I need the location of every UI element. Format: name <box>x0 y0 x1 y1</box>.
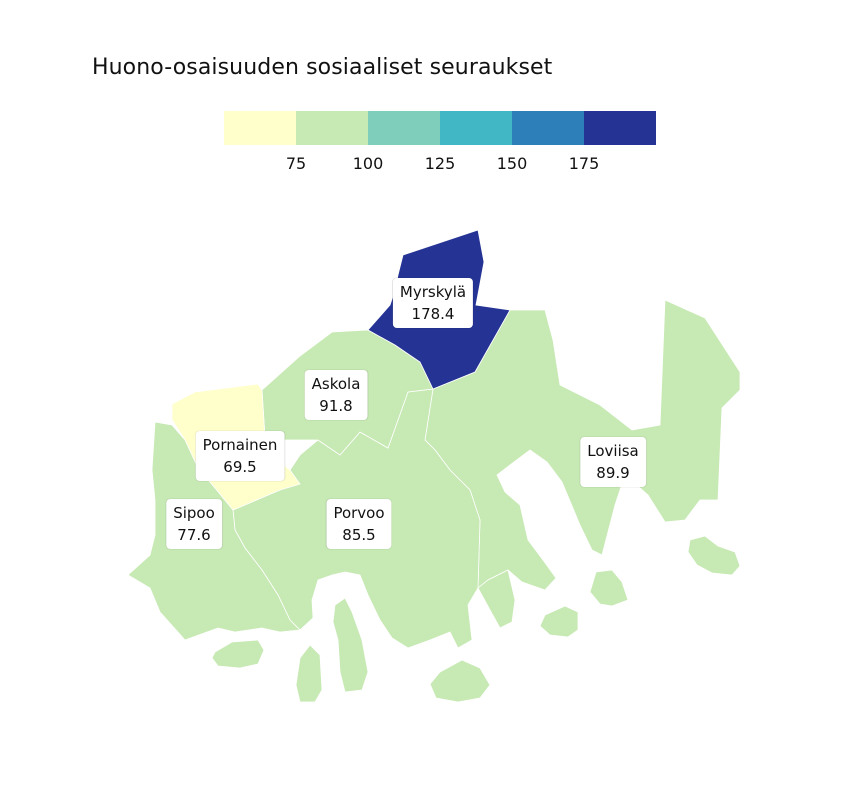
region-label-loviisa: Loviisa 89.9 <box>580 437 646 487</box>
region-name: Loviisa <box>587 442 639 460</box>
region-value: 77.6 <box>177 526 211 544</box>
region-loviisa-island[interactable] <box>539 605 579 638</box>
region-value: 89.9 <box>596 464 630 482</box>
region-name: Sipoo <box>173 504 215 522</box>
legend-ticks: 75 100 125 150 175 <box>224 154 656 176</box>
region-value: 69.5 <box>223 458 257 476</box>
legend-swatch <box>440 111 512 145</box>
region-name: Myrskylä <box>399 283 467 301</box>
region-name: Pornainen <box>202 436 278 454</box>
region-label-myrskyla: Myrskylä 178.4 <box>392 278 474 328</box>
region-label-askola: Askola 91.8 <box>304 370 368 420</box>
legend-swatch <box>512 111 584 145</box>
legend-tick: 150 <box>496 154 528 173</box>
region-loviisa-island[interactable] <box>477 569 516 629</box>
legend-swatch <box>584 111 656 145</box>
region-loviisa-island[interactable] <box>687 535 741 576</box>
legend-tick: 175 <box>568 154 600 173</box>
region-label-sipoo: Sipoo 77.6 <box>166 499 222 549</box>
region-name: Askola <box>311 375 361 393</box>
legend-swatch <box>224 111 296 145</box>
region-value: 91.8 <box>319 397 353 415</box>
map-title: Huono-osaisuuden sosiaaliset seuraukset <box>92 55 553 80</box>
legend-tick: 75 <box>285 154 307 173</box>
region-name: Porvoo <box>333 504 385 522</box>
region-porvoo-island[interactable] <box>429 659 491 703</box>
region-loviisa-island[interactable] <box>589 569 629 607</box>
region-value: 178.4 <box>411 305 455 323</box>
region-label-pornainen: Pornainen 69.5 <box>195 431 285 481</box>
region-porvoo-island[interactable] <box>332 597 369 693</box>
color-legend <box>224 111 656 147</box>
region-porvoo-island[interactable] <box>295 644 323 703</box>
region-sipoo-island[interactable] <box>211 639 265 669</box>
legend-tick: 100 <box>352 154 384 173</box>
legend-tick: 125 <box>424 154 456 173</box>
region-value: 85.5 <box>342 526 376 544</box>
legend-swatch <box>368 111 440 145</box>
region-label-porvoo: Porvoo 85.5 <box>326 499 392 549</box>
legend-swatch <box>296 111 368 145</box>
